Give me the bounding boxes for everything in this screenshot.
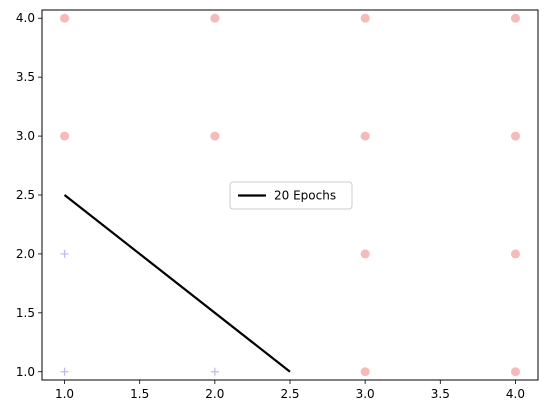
- scatter-point-circle: [360, 367, 370, 377]
- scatter-point-circle: [360, 131, 370, 141]
- scatter-point-plus: [60, 249, 69, 258]
- y-tick-label: 3.0: [16, 129, 35, 143]
- y-tick-label: 2.0: [16, 247, 35, 261]
- y-tick-label: 3.5: [16, 70, 35, 84]
- legend-label: 20 Epochs: [274, 189, 336, 203]
- x-tick-label: 2.0: [205, 387, 224, 401]
- scatter-point-circle: [210, 131, 220, 141]
- scatter-point-circle: [510, 367, 520, 377]
- series-line-20-epochs: [63, 194, 291, 373]
- x-tick-label: 1.5: [130, 387, 149, 401]
- y-tick-label: 1.0: [16, 365, 35, 379]
- scatter-point-circle: [510, 249, 520, 259]
- scatter-point-circle: [360, 249, 370, 259]
- y-tick-label: 4.0: [16, 11, 35, 25]
- y-tick-label: 2.5: [16, 188, 35, 202]
- scatter-point-plus: [60, 367, 69, 376]
- scatter-point-circle: [60, 131, 70, 141]
- plot-marks: [60, 13, 520, 377]
- scatter-point-circle: [510, 131, 520, 141]
- x-tick-label: 1.0: [55, 387, 74, 401]
- x-tick-label: 3.0: [356, 387, 375, 401]
- scatter-point-circle: [60, 13, 70, 23]
- scatter-point-circle: [210, 13, 220, 23]
- legend-box: [229, 181, 353, 210]
- legend: 20 Epochs: [229, 181, 353, 210]
- scatter-point-plus: [210, 367, 219, 376]
- x-tick-label: 4.0: [506, 387, 525, 401]
- scatter-point-circle: [510, 13, 520, 23]
- y-tick-label: 1.5: [16, 306, 35, 320]
- x-tick-label: 3.5: [431, 387, 450, 401]
- scatter-point-circle: [360, 13, 370, 23]
- x-tick-label: 2.5: [280, 387, 299, 401]
- axes: 1.0 1.5 2.0 2.5 3.0 3.5 4.0 1.0 1.5 2.0 2.5 3.0 3.5 4…: [16, 11, 525, 401]
